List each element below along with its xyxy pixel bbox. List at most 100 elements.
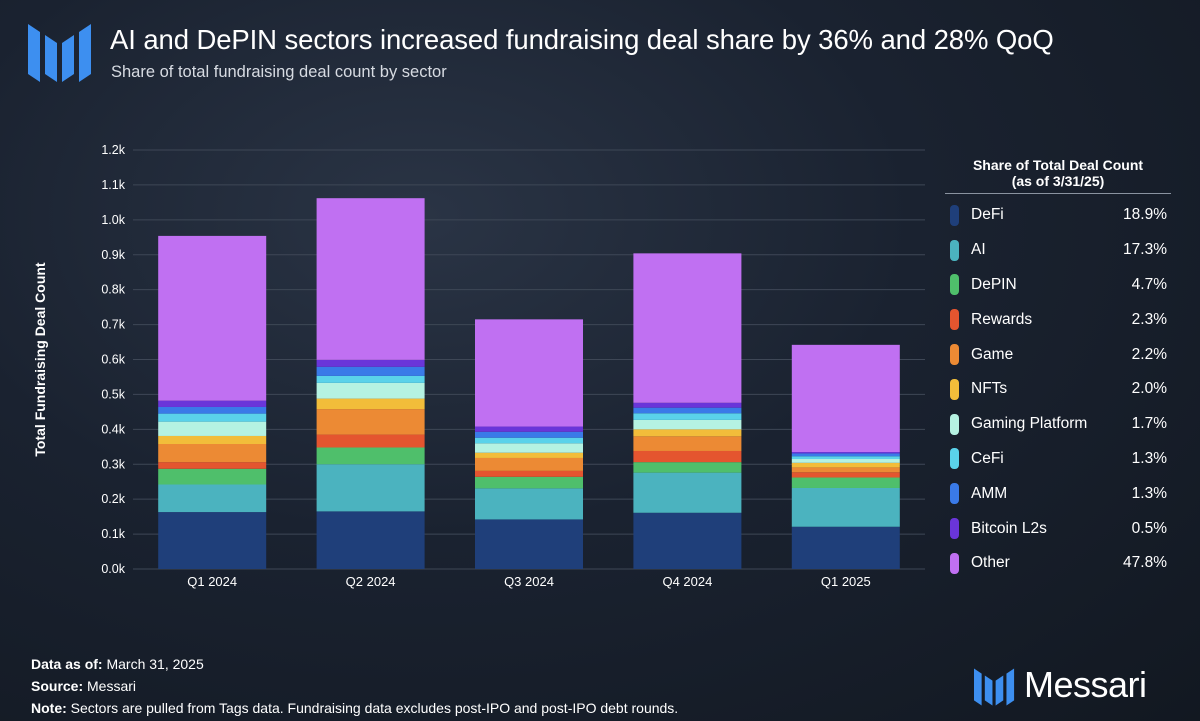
note-label: Note: [31, 700, 67, 716]
legend-swatch [950, 274, 959, 296]
legend-value: 1.7% [1131, 415, 1167, 433]
legend-value: 4.7% [1131, 275, 1167, 293]
bar-segment [158, 413, 267, 422]
y-tick-label: 0.9k [101, 248, 125, 262]
bar-segment [791, 472, 900, 478]
legend-swatch [950, 309, 959, 331]
legend-item: CeFi 1.3% [945, 442, 1171, 477]
bar-segment [633, 419, 742, 430]
bar-segment [633, 450, 742, 463]
legend-label: Other [971, 554, 1010, 572]
bar-segment [158, 400, 267, 407]
legend-value: 2.0% [1131, 380, 1167, 398]
y-tick-label: 1.1k [101, 178, 125, 192]
legend-label: AMM [971, 484, 1008, 502]
bar-segment [475, 476, 583, 489]
bar-segment [158, 421, 267, 436]
note-value: Sectors are pulled from Tags data. Fundr… [70, 700, 679, 716]
legend-label: Rewards [971, 310, 1033, 328]
bar-segment [791, 456, 900, 460]
source-value: Messari [87, 678, 137, 694]
bar-segment [475, 319, 583, 427]
bar-segment [633, 436, 742, 451]
x-tick-label: Q2 2024 [346, 574, 396, 589]
bar-segment [475, 437, 583, 444]
bar-segment [158, 512, 267, 569]
bar-segment [633, 462, 742, 473]
legend-title-line2: (as of 3/31/25) [1011, 173, 1105, 189]
y-tick-label: 1.0k [101, 213, 125, 227]
legend-label: Gaming Platform [971, 415, 1088, 433]
legend-value: 0.5% [1131, 519, 1167, 537]
source-label: Source: [31, 678, 84, 694]
legend-label: NFTs [971, 380, 1008, 398]
bar-segment [316, 409, 425, 435]
bar-segment [633, 472, 742, 513]
bar-segment [475, 470, 583, 477]
bar-segment [791, 452, 900, 454]
bar-segment [633, 429, 742, 437]
legend-swatch [950, 378, 959, 400]
bar-segment [475, 488, 583, 520]
legend-item: Other 47.8% [945, 546, 1171, 581]
bar-segment [791, 467, 900, 473]
x-tick-label: Q3 2024 [504, 574, 554, 589]
legend-label: DeFi [971, 206, 1004, 224]
bar-segment [475, 443, 583, 453]
data-as-of-line: Data as of: March 31, 2025 [31, 653, 678, 675]
legend-label: CeFi [971, 449, 1004, 467]
brand-name: Messari [1024, 664, 1147, 705]
bar-segment [316, 447, 425, 465]
legend-swatch [950, 413, 959, 435]
y-tick-label: 0.5k [101, 387, 125, 401]
legend-value: 17.3% [1123, 241, 1167, 259]
bar-segment [316, 464, 425, 512]
bar-segment [158, 468, 267, 485]
legend-title-line1: Share of Total Deal Count [972, 157, 1144, 173]
note-line: Note: Sectors are pulled from Tags data.… [31, 697, 678, 719]
y-tick-label: 0.8k [101, 283, 125, 297]
bar-segment [791, 344, 900, 453]
bar-segment [316, 511, 425, 569]
bar-segment [316, 398, 425, 410]
y-tick-label: 0.6k [101, 353, 125, 367]
legend-value: 1.3% [1131, 449, 1167, 467]
y-tick-label: 0.4k [101, 422, 125, 436]
legend-item: AMM 1.3% [945, 476, 1171, 511]
legend-label: Bitcoin L2s [971, 519, 1047, 537]
legend-value: 1.3% [1131, 484, 1167, 502]
legend-item: NFTs 2.0% [945, 372, 1171, 407]
x-tick-label: Q1 2024 [187, 574, 237, 589]
data-as-of-label: Data as of: [31, 656, 103, 672]
stacked-bar-chart: 0.0k 0.1k 0.2k 0.3k 0.4k 0.5k 0.6k 0.7k 0.8k 0.9k… [101, 143, 925, 589]
bar-segment [316, 359, 425, 367]
y-tick-label: 0.2k [101, 492, 125, 506]
bar-segment [475, 452, 583, 458]
y-tick-label: 0.0k [101, 562, 125, 576]
legend-label: AI [971, 241, 986, 259]
bar-segment [633, 407, 742, 414]
legend-swatch [950, 483, 959, 505]
bar-segment [633, 253, 742, 403]
legend-items: DeFi 18.9% AI 17.3% DePIN 4.7% Rewards 2.3% Game… [945, 198, 1171, 581]
x-tick-label: Q1 2025 [821, 574, 871, 589]
bar-segment [633, 402, 742, 408]
legend-swatch [950, 344, 959, 366]
legend-value: 2.2% [1131, 345, 1167, 363]
x-tick-label: Q4 2024 [662, 574, 712, 589]
source-line: Source: Messari [31, 675, 678, 697]
legend-item: DeFi 18.9% [945, 198, 1171, 233]
legend-label: DePIN [971, 275, 1017, 293]
bar-segment [158, 235, 267, 401]
bar-segment [158, 406, 267, 414]
bar-segment [316, 198, 425, 360]
y-tick-label: 1.2k [101, 143, 125, 157]
legend-label: Game [971, 345, 1014, 363]
footer: Data as of: March 31, 2025 Source: Messa… [31, 653, 678, 719]
legend-value: 18.9% [1123, 206, 1167, 224]
data-as-of-value: March 31, 2025 [106, 656, 204, 672]
bar-segment [633, 512, 742, 569]
y-tick-label: 0.7k [101, 318, 125, 332]
legend-swatch [950, 204, 959, 226]
bar-segment [475, 519, 583, 569]
